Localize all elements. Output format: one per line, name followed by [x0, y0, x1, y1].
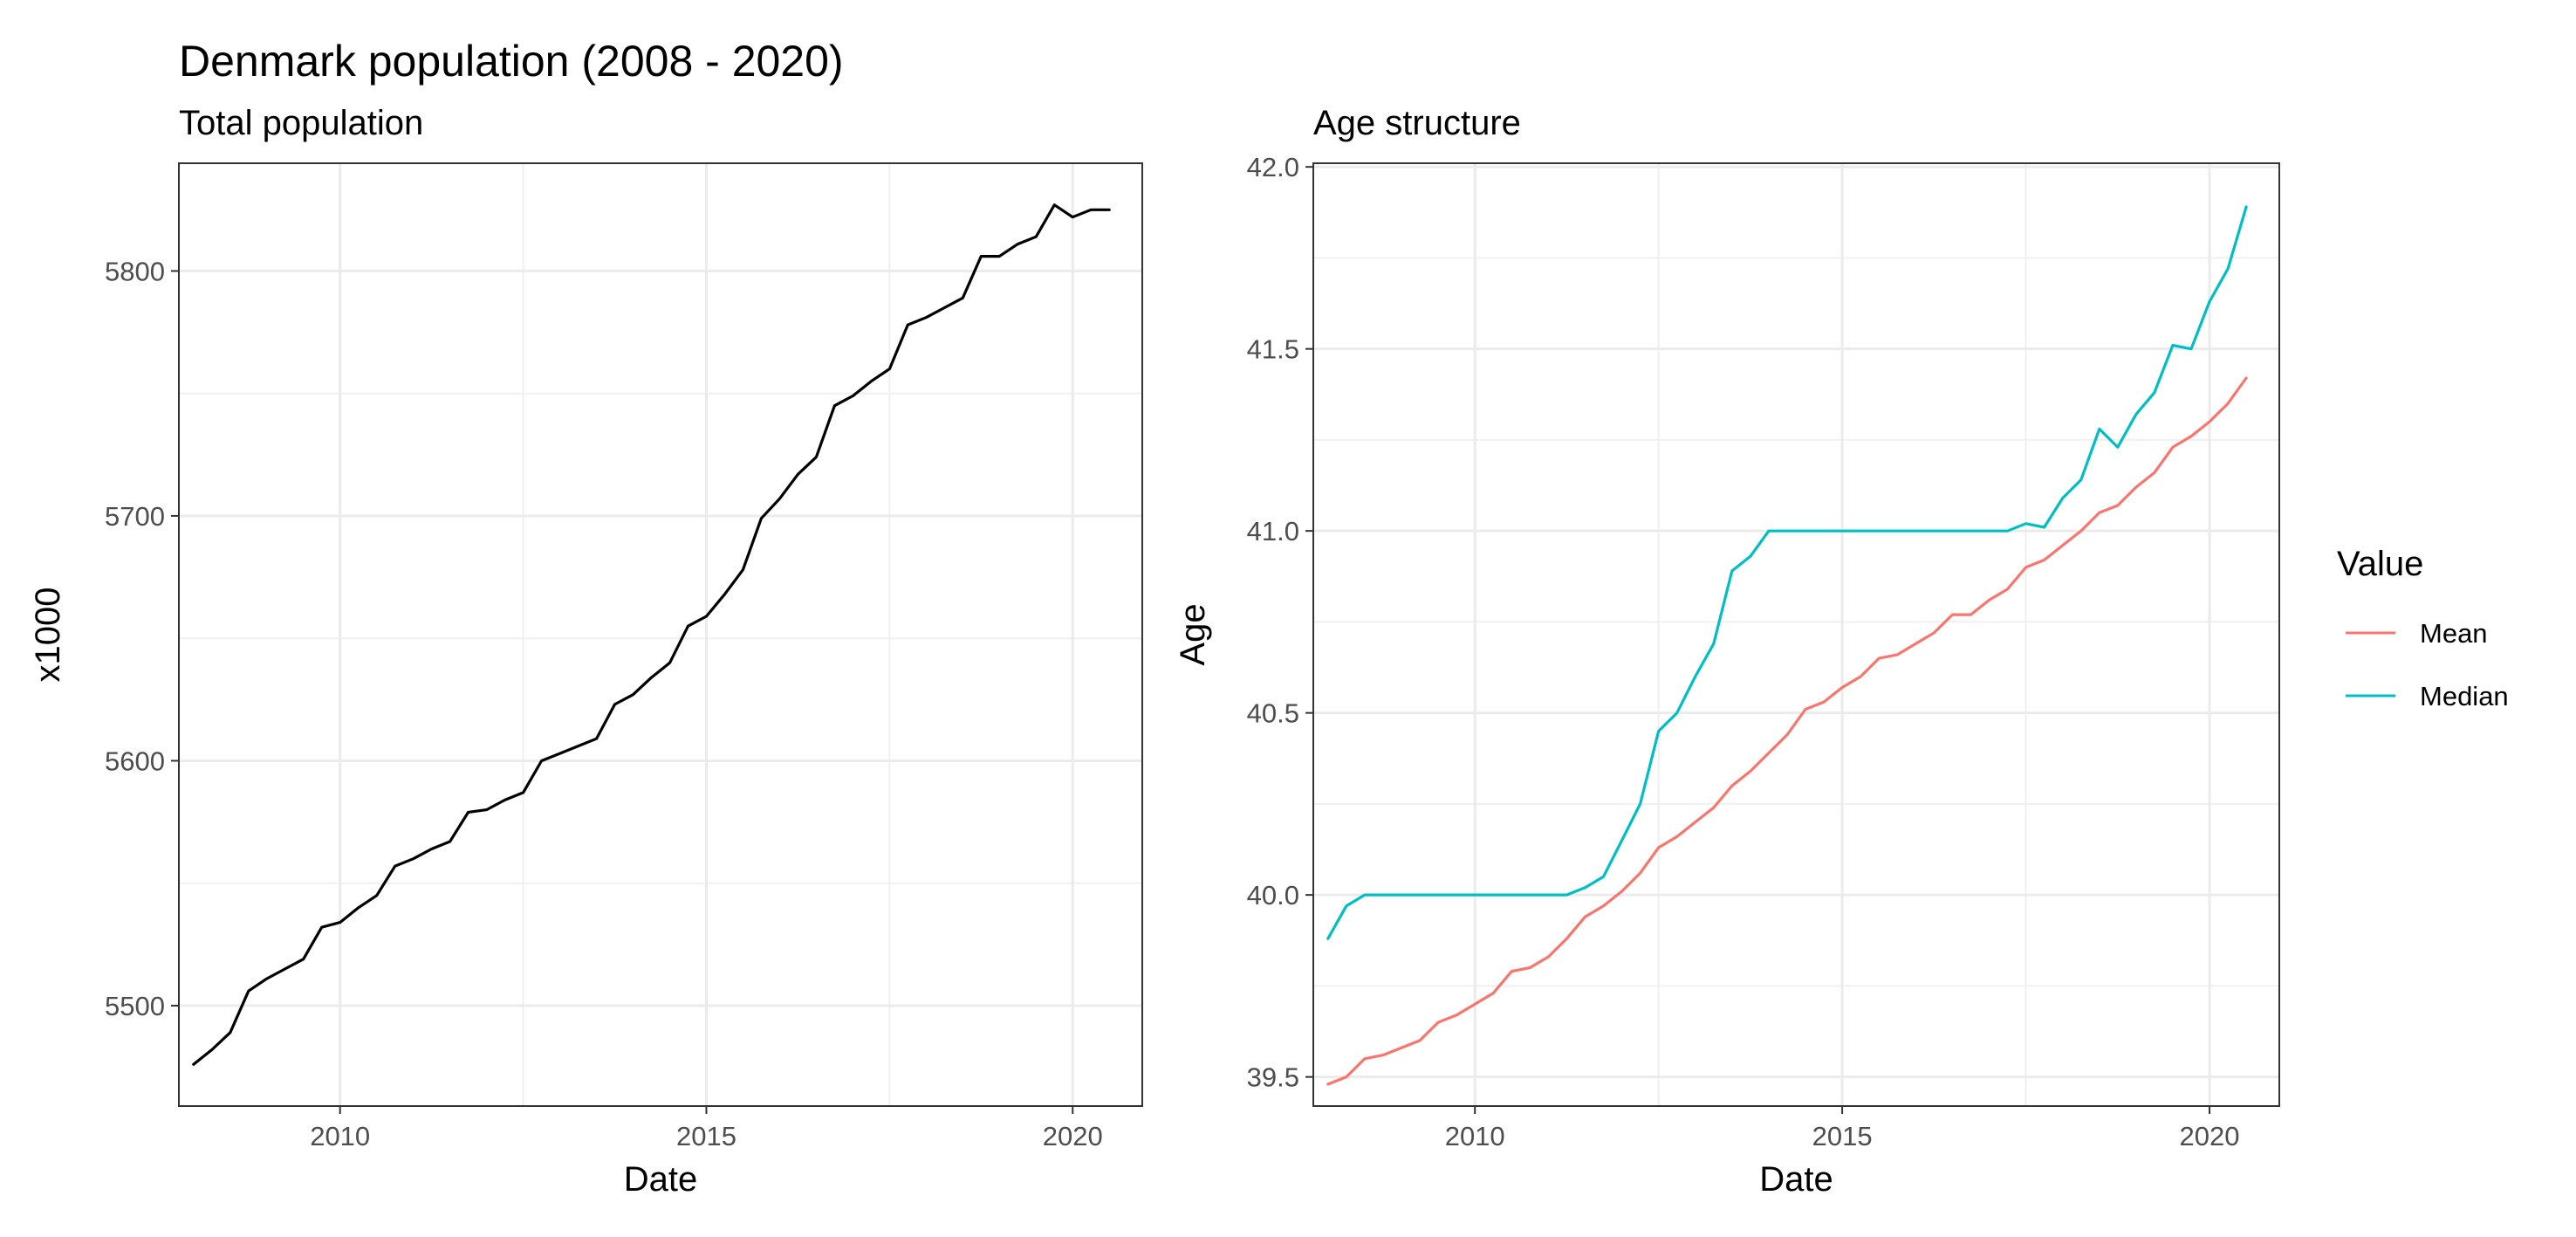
y-tick-label: 5700	[105, 501, 165, 532]
left-subtitle: Total population	[179, 104, 423, 142]
x-tick-label: 2020	[2180, 1121, 2240, 1151]
right-gridlines	[1313, 163, 2279, 1106]
left-axis-ticks: 2010 2015 2020 5500 5600 5700 5800	[105, 256, 1103, 1151]
figure-title: Denmark population (2008 - 2020)	[179, 37, 844, 86]
right-panel-border	[1312, 162, 2280, 1107]
y-tick-label: 5500	[105, 991, 165, 1021]
x-tick-label: 2010	[310, 1121, 370, 1151]
left-gridlines	[179, 163, 1142, 1106]
x-tick-label: 2015	[676, 1121, 736, 1151]
right-y-axis-title: Age	[1174, 603, 1212, 665]
left-x-axis-title: Date	[624, 1160, 698, 1199]
series-line-population	[192, 203, 1111, 1066]
right-x-axis-title: Date	[1759, 1160, 1833, 1199]
right-subtitle: Age structure	[1313, 104, 1521, 142]
legend-title: Value	[2337, 545, 2423, 583]
legend: Value Mean Median	[2337, 545, 2509, 711]
right-series-lines	[1326, 205, 2248, 1086]
y-tick-label: 41.5	[1247, 334, 1299, 365]
x-tick-label: 2020	[1043, 1121, 1103, 1151]
x-tick-label: 2015	[1812, 1121, 1873, 1151]
left-panel-border	[178, 162, 1143, 1107]
series-line-median	[1326, 205, 2248, 940]
y-tick-label: 42.0	[1247, 152, 1299, 182]
y-tick-label: 39.5	[1247, 1062, 1299, 1093]
right-axis-ticks: 2010 2015 2020 39.5 40.0 40.5 41.0 41.5 42.0	[1247, 152, 2240, 1151]
age-structure-panel: Age structure 2010 2015 2020 39.5 40.0 40.5 41…	[1174, 104, 2280, 1199]
legend-label-mean: Mean	[2420, 618, 2488, 649]
x-tick-label: 2010	[1445, 1121, 1505, 1151]
y-tick-label: 41.0	[1247, 516, 1299, 546]
legend-label-median: Median	[2420, 681, 2509, 711]
y-tick-label: 40.0	[1247, 880, 1299, 911]
total-population-panel: Total population 2010 2015 2020 5500 5600 570…	[29, 104, 1143, 1199]
y-tick-label: 5800	[105, 256, 165, 286]
y-tick-label: 40.5	[1247, 698, 1299, 729]
left-series-lines	[192, 203, 1111, 1066]
left-y-axis-title: x1000	[29, 588, 67, 683]
series-line-mean	[1326, 376, 2248, 1086]
y-tick-label: 5600	[105, 746, 165, 776]
